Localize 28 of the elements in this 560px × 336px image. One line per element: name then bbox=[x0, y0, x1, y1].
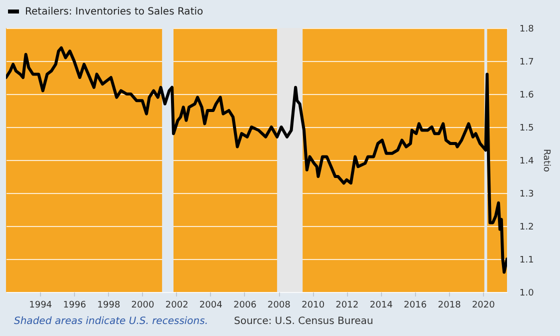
x-tick-label: 2016 bbox=[404, 300, 427, 310]
x-tick-label: 1998 bbox=[97, 300, 120, 310]
y-tick-label: 1.1 bbox=[520, 256, 534, 266]
y-tick-label: 1.7 bbox=[520, 58, 534, 68]
x-tick-label: 2020 bbox=[472, 300, 496, 310]
x-tick-label: 2006 bbox=[234, 300, 257, 310]
y-axis-title: Ratio bbox=[540, 148, 551, 173]
x-tick-label: 2014 bbox=[370, 300, 393, 310]
x-tick-label: 1994 bbox=[29, 300, 52, 310]
source-note: Source: U.S. Census Bureau bbox=[234, 316, 374, 327]
legend-label: Retailers: Inventories to Sales Ratio bbox=[25, 6, 204, 18]
y-tick-label: 1.5 bbox=[520, 124, 534, 134]
y-tick-label: 1.8 bbox=[520, 24, 534, 34]
x-tick-label: 2008 bbox=[268, 300, 291, 310]
y-tick-label: 1.2 bbox=[520, 222, 534, 232]
x-tick-label: 2010 bbox=[302, 300, 325, 310]
x-tick-label: 2002 bbox=[165, 300, 188, 310]
x-tick-label: 2018 bbox=[438, 300, 462, 310]
y-tick-label: 1.3 bbox=[520, 190, 534, 200]
x-tick-label: 2012 bbox=[336, 300, 359, 310]
text: Shaded areas indicate U.S. recessions. bbox=[14, 316, 208, 327]
y-tick-label: 1.6 bbox=[520, 90, 534, 100]
x-tick-label: 2004 bbox=[199, 300, 223, 310]
y-tick-label: 1.0 bbox=[520, 288, 534, 298]
x-tick-label: 1996 bbox=[63, 300, 86, 310]
line-series bbox=[6, 46, 507, 274]
y-tick-label: 1.4 bbox=[520, 156, 534, 166]
x-tick-label: 2000 bbox=[131, 300, 154, 310]
